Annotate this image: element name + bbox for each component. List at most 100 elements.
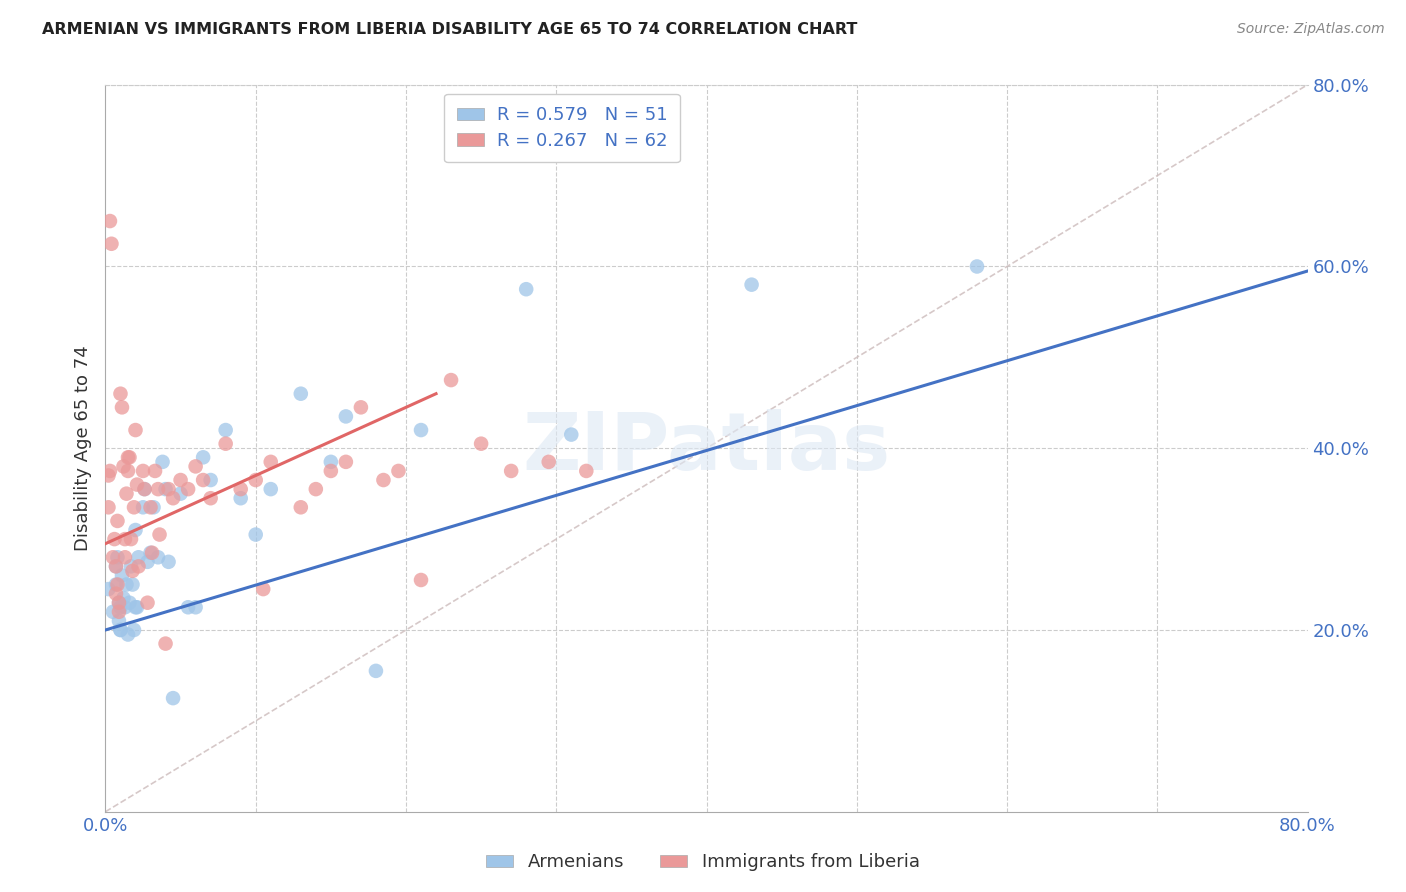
Point [132, 500, 155, 515]
Point [108, 614, 131, 628]
Point [108, 596, 131, 610]
Point [335, 409, 357, 424]
Point [966, 260, 988, 274]
Point [110, 623, 132, 637]
Point [191, 450, 214, 465]
Point [229, 482, 252, 496]
Point [470, 436, 492, 450]
Point [114, 550, 136, 565]
Point [409, 423, 432, 437]
Point [157, 482, 180, 496]
Point [107, 514, 129, 528]
Point [98, 214, 121, 228]
Point [122, 500, 145, 515]
Point [155, 482, 177, 496]
Point [305, 482, 328, 496]
Point [111, 568, 134, 582]
Point [214, 423, 236, 437]
Point [107, 577, 129, 591]
Point [112, 591, 135, 606]
Point [440, 373, 463, 387]
Point [128, 550, 150, 565]
Point [128, 559, 150, 574]
Point [290, 386, 312, 401]
Point [97, 500, 120, 515]
Point [124, 600, 146, 615]
Point [97, 468, 120, 483]
Point [141, 546, 163, 560]
Point [537, 455, 560, 469]
Point [121, 564, 143, 578]
Point [97, 582, 120, 596]
Point [252, 582, 274, 596]
Point [132, 464, 155, 478]
Point [124, 523, 146, 537]
Point [560, 427, 582, 442]
Point [260, 482, 283, 496]
Point [117, 450, 139, 465]
Point [162, 691, 184, 706]
Point [184, 600, 207, 615]
Point [501, 464, 523, 478]
Text: Source: ZipAtlas.com: Source: ZipAtlas.com [1237, 22, 1385, 37]
Point [142, 500, 165, 515]
Point [101, 550, 124, 565]
Legend: R = 0.579   N = 51, R = 0.267   N = 62: R = 0.579 N = 51, R = 0.267 N = 62 [444, 94, 681, 162]
Point [169, 486, 191, 500]
Point [200, 473, 222, 487]
Point [143, 464, 166, 478]
Point [136, 596, 159, 610]
Point [290, 500, 312, 515]
Point [152, 455, 174, 469]
Point [110, 386, 132, 401]
Legend: Armenians, Immigrants from Liberia: Armenians, Immigrants from Liberia [479, 847, 927, 879]
Point [108, 605, 131, 619]
Point [245, 473, 267, 487]
Point [118, 450, 141, 465]
Point [169, 473, 191, 487]
Point [191, 473, 214, 487]
Point [245, 527, 267, 541]
Point [122, 623, 145, 637]
Point [120, 559, 142, 574]
Point [146, 482, 169, 496]
Point [184, 459, 207, 474]
Point [146, 550, 169, 565]
Point [117, 627, 139, 641]
Y-axis label: Disability Age 65 to 74: Disability Age 65 to 74 [73, 345, 91, 551]
Text: ZIPatlas: ZIPatlas [523, 409, 890, 487]
Point [134, 482, 156, 496]
Point [111, 401, 134, 415]
Text: ARMENIAN VS IMMIGRANTS FROM LIBERIA DISABILITY AGE 65 TO 74 CORRELATION CHART: ARMENIAN VS IMMIGRANTS FROM LIBERIA DISA… [42, 22, 858, 37]
Point [177, 482, 200, 496]
Point [350, 401, 373, 415]
Point [98, 464, 121, 478]
Point [364, 664, 387, 678]
Point [741, 277, 763, 292]
Point [114, 600, 136, 615]
Point [121, 577, 143, 591]
Point [104, 587, 127, 601]
Point [177, 600, 200, 615]
Point [110, 600, 132, 615]
Point [104, 559, 127, 574]
Point [229, 491, 252, 506]
Point [110, 623, 132, 637]
Point [124, 423, 146, 437]
Point [139, 546, 162, 560]
Point [136, 555, 159, 569]
Point [101, 605, 124, 619]
Point [125, 600, 148, 615]
Point [373, 473, 395, 487]
Point [335, 455, 357, 469]
Point [103, 532, 125, 546]
Point [125, 477, 148, 491]
Point [387, 464, 409, 478]
Point [139, 500, 162, 515]
Point [104, 559, 127, 574]
Point [319, 455, 342, 469]
Point [104, 577, 127, 591]
Point [162, 491, 184, 506]
Point [148, 527, 170, 541]
Point [107, 550, 129, 565]
